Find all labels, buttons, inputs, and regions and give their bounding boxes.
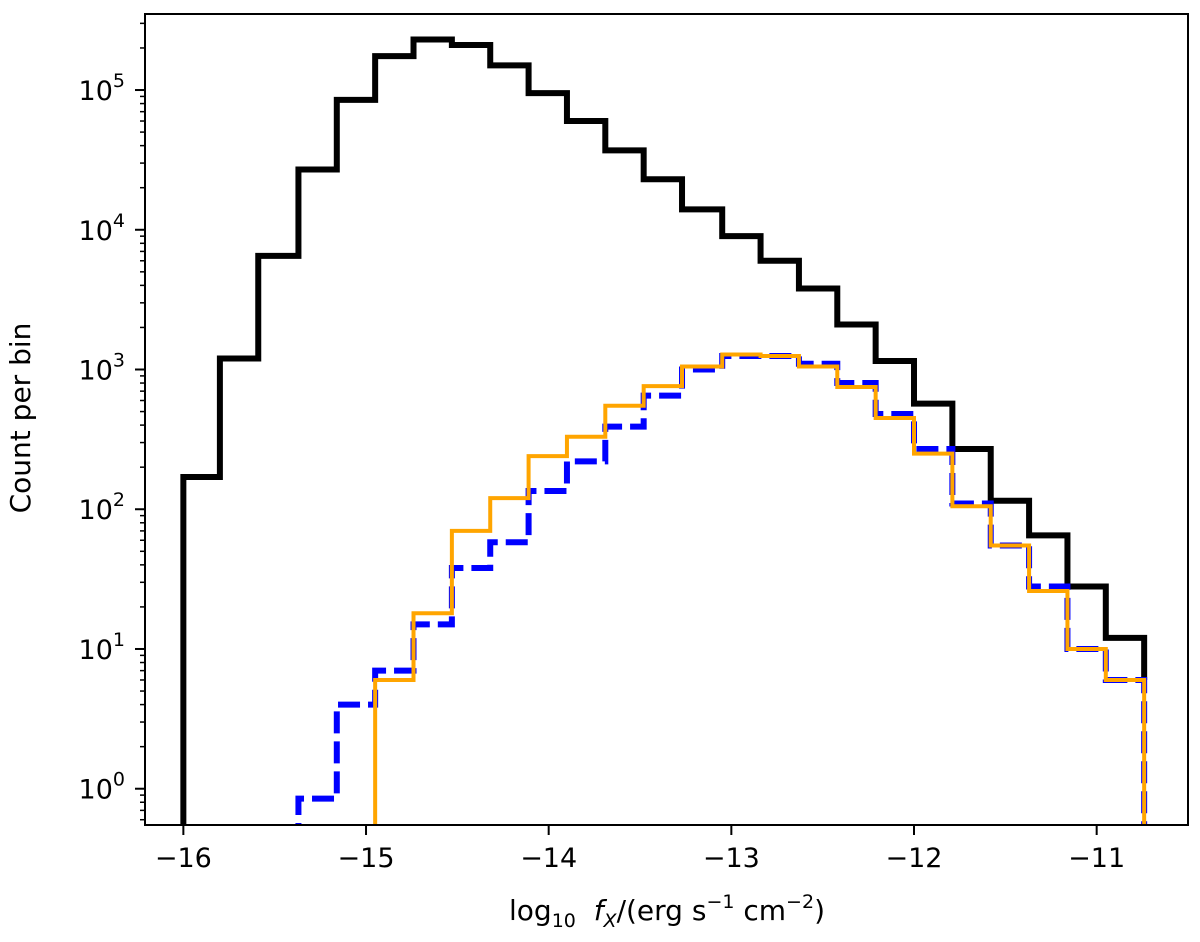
- y-tick-label: 100: [79, 769, 125, 806]
- x-tick-label: −14: [520, 843, 577, 874]
- x-tick-label: −16: [155, 843, 212, 874]
- x-axis-label: log10 fX/(erg s−1 cm−2): [509, 891, 825, 932]
- x-tick-label: −12: [886, 843, 943, 874]
- axis-ticks: −16 −15 −14 −13 −12 −11 100 101 102 103 104 105: [79, 22, 1125, 874]
- axes-frame: [144, 13, 1189, 826]
- series-all-line: [180, 36, 1148, 825]
- x-tick-label: −13: [703, 843, 760, 874]
- series-dashed-line: [295, 352, 1148, 825]
- y-tick-label: 103: [79, 350, 125, 387]
- x-tick-label: −15: [338, 843, 395, 874]
- y-tick-label: 104: [79, 210, 125, 247]
- series-orange-line: [373, 352, 1147, 825]
- y-axis-label: Count per bin: [4, 323, 37, 514]
- y-tick-label: 102: [79, 489, 125, 526]
- y-tick-label: 105: [79, 70, 125, 107]
- plot-area: [180, 36, 1148, 825]
- y-tick-label: 101: [79, 629, 125, 666]
- x-tick-label: −11: [1068, 843, 1125, 874]
